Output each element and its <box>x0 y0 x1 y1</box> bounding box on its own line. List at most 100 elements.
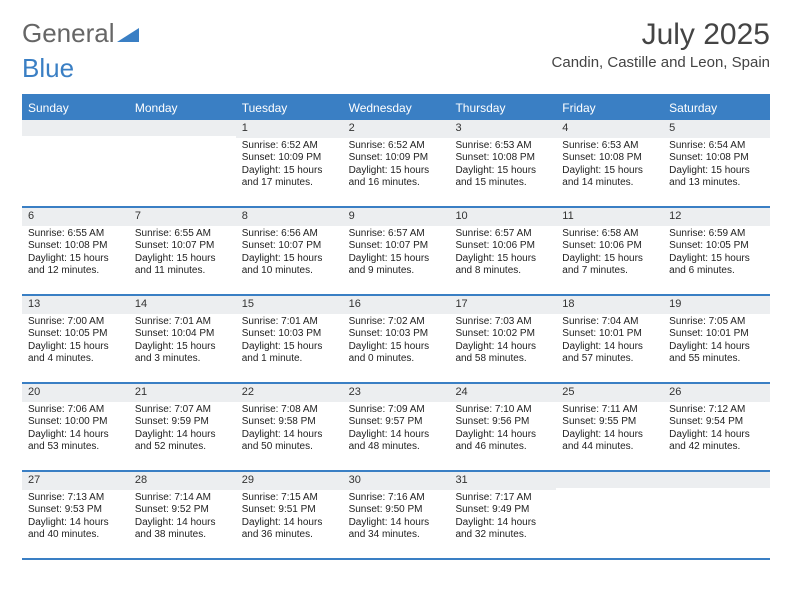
day-cell: 15Sunrise: 7:01 AMSunset: 10:03 PMDaylig… <box>236 296 343 382</box>
day-content: Sunrise: 7:17 AMSunset: 9:49 PMDaylight:… <box>449 490 556 546</box>
day-sunset: Sunset: 10:05 PM <box>28 328 123 341</box>
day-daylight2: and 14 minutes. <box>562 177 657 190</box>
day-sunrise: Sunrise: 6:56 AM <box>242 228 337 241</box>
day-sunset: Sunset: 10:08 PM <box>455 152 550 165</box>
day-daylight1: Daylight: 15 hours <box>242 253 337 266</box>
day-cell <box>556 472 663 558</box>
day-cell: 9Sunrise: 6:57 AMSunset: 10:07 PMDayligh… <box>343 208 450 294</box>
day-sunrise: Sunrise: 6:52 AM <box>242 140 337 153</box>
day-number: 15 <box>236 296 343 314</box>
day-daylight2: and 42 minutes. <box>669 441 764 454</box>
day-number: 20 <box>22 384 129 402</box>
day-content: Sunrise: 7:00 AMSunset: 10:05 PMDaylight… <box>22 314 129 370</box>
day-content: Sunrise: 6:52 AMSunset: 10:09 PMDaylight… <box>236 138 343 194</box>
day-daylight1: Daylight: 15 hours <box>562 253 657 266</box>
day-sunrise: Sunrise: 7:15 AM <box>242 492 337 505</box>
day-daylight1: Daylight: 15 hours <box>349 253 444 266</box>
day-cell: 26 Sunrise: 7:12 AMSunset: 9:54 PMDayligh… <box>663 384 770 470</box>
day-daylight1: Daylight: 14 hours <box>669 429 764 442</box>
day-sunrise: Sunrise: 7:10 AM <box>455 404 550 417</box>
day-daylight1: Daylight: 15 hours <box>135 341 230 354</box>
day-content: Sunrise: 7:13 AMSunset: 9:53 PMDaylight:… <box>22 490 129 546</box>
day-daylight1: Daylight: 15 hours <box>455 253 550 266</box>
day-daylight1: Daylight: 15 hours <box>28 253 123 266</box>
day-daylight2: and 15 minutes. <box>455 177 550 190</box>
day-content: Sunrise: 6:54 AMSunset: 10:08 PMDaylight… <box>663 138 770 194</box>
day-daylight1: Daylight: 14 hours <box>455 341 550 354</box>
day-sunset: Sunset: 10:07 PM <box>135 240 230 253</box>
week-row: 20Sunrise: 7:06 AMSunset: 10:00 PMDaylig… <box>22 384 770 472</box>
day-sunset: Sunset: 10:08 PM <box>562 152 657 165</box>
day-sunrise: Sunrise: 7:13 AM <box>28 492 123 505</box>
day-cell: 27Sunrise: 7:13 AMSunset: 9:53 PMDayligh… <box>22 472 129 558</box>
day-cell: 24Sunrise: 7:10 AMSunset: 9:56 PMDayligh… <box>449 384 556 470</box>
day-content: Sunrise: 6:53 AMSunset: 10:08 PMDaylight… <box>449 138 556 194</box>
day-sunrise: Sunrise: 7:12 AM <box>669 404 764 417</box>
logo-triangle-icon <box>117 26 139 42</box>
day-daylight2: and 8 minutes. <box>455 265 550 278</box>
day-cell: 31Sunrise: 7:17 AMSunset: 9:49 PMDayligh… <box>449 472 556 558</box>
day-daylight2: and 1 minute. <box>242 353 337 366</box>
day-daylight2: and 48 minutes. <box>349 441 444 454</box>
day-content <box>663 488 770 494</box>
day-sunrise: Sunrise: 7:11 AM <box>562 404 657 417</box>
day-sunrise: Sunrise: 7:03 AM <box>455 316 550 329</box>
day-daylight1: Daylight: 15 hours <box>242 165 337 178</box>
day-number: 30 <box>343 472 450 490</box>
day-daylight1: Daylight: 14 hours <box>562 341 657 354</box>
day-daylight1: Daylight: 14 hours <box>28 517 123 530</box>
day-number: 6 <box>22 208 129 226</box>
day-sunset: Sunset: 9:54 PM <box>669 416 764 429</box>
day-daylight2: and 9 minutes. <box>349 265 444 278</box>
day-content: Sunrise: 7:01 AMSunset: 10:03 PMDaylight… <box>236 314 343 370</box>
day-content: Sunrise: 6:53 AMSunset: 10:08 PMDaylight… <box>556 138 663 194</box>
day-number: 22 <box>236 384 343 402</box>
day-daylight2: and 58 minutes. <box>455 353 550 366</box>
day-sunrise: Sunrise: 7:17 AM <box>455 492 550 505</box>
day-content: Sunrise: 6:55 AMSunset: 10:07 PMDaylight… <box>129 226 236 282</box>
day-daylight1: Daylight: 14 hours <box>455 429 550 442</box>
day-daylight1: Daylight: 14 hours <box>562 429 657 442</box>
day-number: 18 <box>556 296 663 314</box>
day-daylight1: Daylight: 14 hours <box>455 517 550 530</box>
day-sunrise: Sunrise: 7:09 AM <box>349 404 444 417</box>
day-header: Tuesday <box>236 96 343 120</box>
day-daylight2: and 4 minutes. <box>28 353 123 366</box>
day-sunrise: Sunrise: 7:02 AM <box>349 316 444 329</box>
day-number: 26 <box>663 384 770 402</box>
day-sunset: Sunset: 10:06 PM <box>455 240 550 253</box>
day-daylight1: Daylight: 14 hours <box>242 517 337 530</box>
day-sunset: Sunset: 10:02 PM <box>455 328 550 341</box>
day-sunset: Sunset: 9:53 PM <box>28 504 123 517</box>
day-daylight2: and 52 minutes. <box>135 441 230 454</box>
logo: General <box>22 18 139 49</box>
day-number: 23 <box>343 384 450 402</box>
day-daylight1: Daylight: 14 hours <box>28 429 123 442</box>
day-content: Sunrise: 7:09 AMSunset: 9:57 PMDaylight:… <box>343 402 450 458</box>
day-sunrise: Sunrise: 6:59 AM <box>669 228 764 241</box>
day-cell: 22Sunrise: 7:08 AMSunset: 9:58 PMDayligh… <box>236 384 343 470</box>
day-sunset: Sunset: 10:01 PM <box>562 328 657 341</box>
day-cell: 3Sunrise: 6:53 AMSunset: 10:08 PMDayligh… <box>449 120 556 206</box>
day-daylight2: and 12 minutes. <box>28 265 123 278</box>
day-daylight2: and 3 minutes. <box>135 353 230 366</box>
day-content <box>22 136 129 142</box>
day-content: Sunrise: 7:05 AMSunset: 10:01 PMDaylight… <box>663 314 770 370</box>
day-sunset: Sunset: 10:04 PM <box>135 328 230 341</box>
day-daylight2: and 13 minutes. <box>669 177 764 190</box>
day-number: 1 <box>236 120 343 138</box>
weeks-container: 1Sunrise: 6:52 AMSunset: 10:09 PMDayligh… <box>22 120 770 560</box>
day-number <box>129 120 236 136</box>
day-cell: 14Sunrise: 7:01 AMSunset: 10:04 PMDaylig… <box>129 296 236 382</box>
day-sunrise: Sunrise: 6:53 AM <box>455 140 550 153</box>
day-number: 25 <box>556 384 663 402</box>
week-row: 1Sunrise: 6:52 AMSunset: 10:09 PMDayligh… <box>22 120 770 208</box>
day-content: Sunrise: 7:01 AMSunset: 10:04 PMDaylight… <box>129 314 236 370</box>
day-number: 5 <box>663 120 770 138</box>
day-cell: 17Sunrise: 7:03 AMSunset: 10:02 PMDaylig… <box>449 296 556 382</box>
day-header: Sunday <box>22 96 129 120</box>
day-header: Friday <box>556 96 663 120</box>
day-number: 28 <box>129 472 236 490</box>
day-sunset: Sunset: 9:51 PM <box>242 504 337 517</box>
day-cell: 16Sunrise: 7:02 AMSunset: 10:03 PMDaylig… <box>343 296 450 382</box>
